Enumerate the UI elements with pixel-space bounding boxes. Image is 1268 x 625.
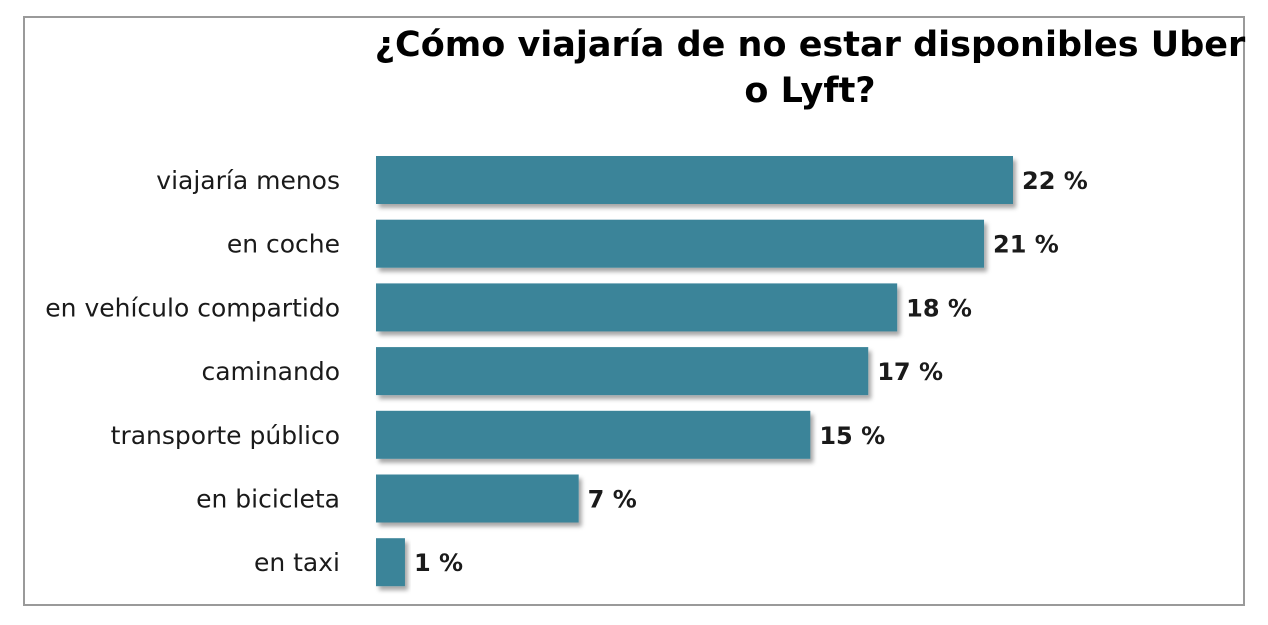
value-label-6: 1 % xyxy=(414,549,463,577)
value-label-1: 21 % xyxy=(993,231,1059,259)
category-label-3: caminando xyxy=(201,357,340,386)
bar-1 xyxy=(376,219,985,268)
chart-title: ¿Cómo viajaría de no estar disponibles U… xyxy=(374,25,1246,111)
value-label-0: 22 % xyxy=(1022,167,1088,195)
bar-2 xyxy=(376,283,898,332)
category-label-0: viajaría menos xyxy=(156,166,340,195)
value-label-4: 15 % xyxy=(819,422,885,450)
bar-4 xyxy=(376,410,811,459)
bar-0 xyxy=(376,156,1013,204)
value-label-3: 17 % xyxy=(877,358,943,386)
category-label-5: en bicicleta xyxy=(196,485,340,514)
category-label-2: en vehículo compartido xyxy=(45,293,340,322)
category-label-1: en coche xyxy=(227,230,340,259)
bar-3 xyxy=(376,347,869,396)
bar-5 xyxy=(376,474,579,523)
bar-6 xyxy=(376,538,405,587)
category-label-4: transporte público xyxy=(111,421,340,450)
category-label-6: en taxi xyxy=(254,548,340,577)
value-label-2: 18 % xyxy=(906,294,972,322)
value-label-5: 7 % xyxy=(588,486,637,514)
